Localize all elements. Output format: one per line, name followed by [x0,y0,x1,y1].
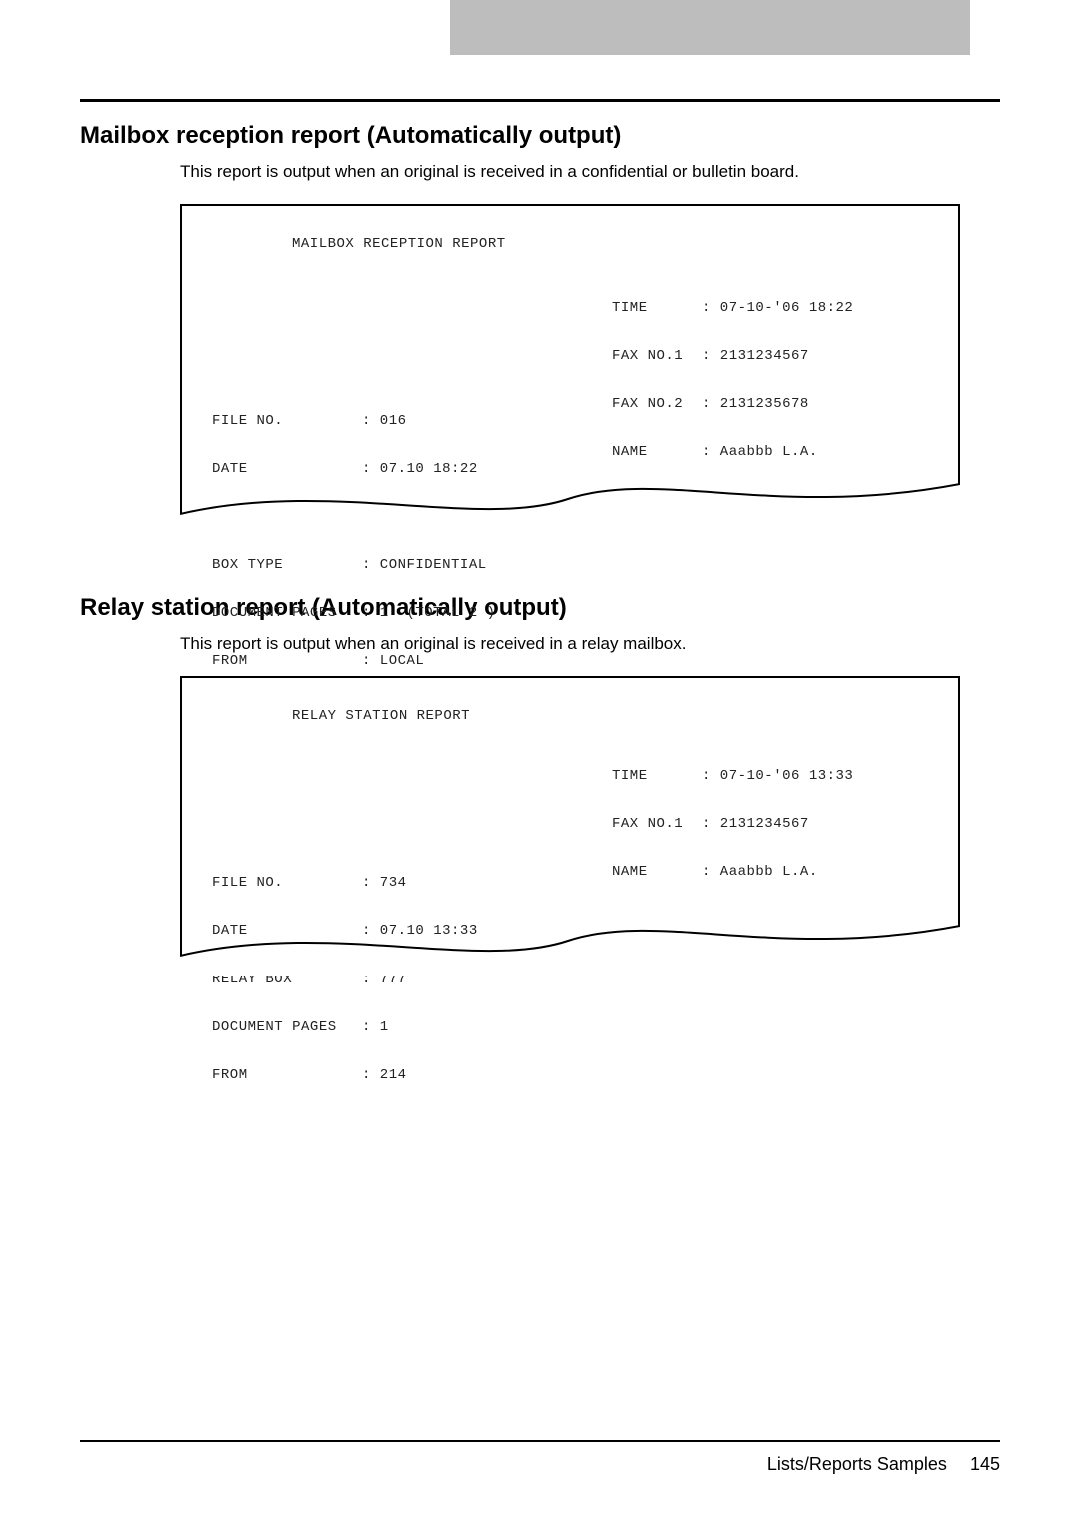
detail-row: FILE NO.: 016 [212,413,496,429]
detail-row: FILE NO.: 734 [212,875,478,891]
from-value: : LOCAL [362,653,424,669]
detail-row: BOX NUMBER: 12345 [212,509,496,525]
mailbox-report-frame: MAILBOX RECEPTION REPORT TIME: 07-10-'06… [180,204,960,534]
fax1-value: : 2131234567 [702,816,809,832]
file-no-value: : 016 [362,413,407,429]
date-label: DATE [212,923,362,939]
name-label: NAME [612,444,702,460]
relay-report-frame: RELAY STATION REPORT TIME: 07-10-'06 13:… [180,676,960,976]
header-row-time: TIME: 07-10-'06 13:33 [612,768,853,784]
header-row-time: TIME: 07-10-'06 18:22 [612,300,853,316]
fax1-label: FAX NO.1 [612,816,702,832]
fax1-label: FAX NO.1 [612,348,702,364]
file-no-value: : 734 [362,875,407,891]
file-no-label: FILE NO. [212,875,362,891]
report-title-relay: RELAY STATION REPORT [212,708,928,724]
date-value: : 07.10 18:22 [362,461,478,477]
relay-box-label: RELAY BOX [212,971,362,987]
from-value: : 214 [362,1067,407,1083]
detail-row: DATE: 07.10 13:33 [212,923,478,939]
detail-row: FROM: LOCAL [212,653,496,669]
report-title-mailbox: MAILBOX RECEPTION REPORT [212,236,928,252]
doc-pages-label: DOCUMENT PAGES [212,605,362,621]
page-footer: Lists/Reports Samples 145 [80,1440,1000,1475]
relay-box-value: : 777 [362,971,407,987]
header-row-fax2: FAX NO.2: 2131235678 [612,396,853,412]
footer-divider [80,1440,1000,1442]
report-header-block-relay: TIME: 07-10-'06 13:33 FAX NO.1: 21312345… [612,736,853,912]
fax2-value: : 2131235678 [702,396,809,412]
fax1-value: : 2131234567 [702,348,809,364]
report-detail-block-mailbox: FILE NO.: 016 DATE: 07.10 18:22 BOX NUMB… [212,381,496,701]
box-type-value: : CONFIDENTIAL [362,557,487,573]
detail-row: DATE: 07.10 18:22 [212,461,496,477]
name-value: : Aaabbb L.A. [702,444,818,460]
box-number-label: BOX NUMBER [212,509,362,525]
section-description-mailbox: This report is output when an original i… [180,162,1000,182]
report-detail-block-relay: FILE NO.: 734 DATE: 07.10 13:33 RELAY BO… [212,843,478,1115]
header-grey-tab [450,0,970,55]
section-divider [80,99,1000,102]
doc-pages-label: DOCUMENT PAGES [212,1019,362,1035]
box-type-label: BOX TYPE [212,557,362,573]
header-row-name: NAME: Aaabbb L.A. [612,444,853,460]
header-row-fax1: FAX NO.1: 2131234567 [612,816,853,832]
detail-row: DOCUMENT PAGES: 1 (TOTAL 2 ) [212,605,496,621]
footer-text: Lists/Reports Samples 145 [80,1454,1000,1475]
detail-row: FROM: 214 [212,1067,478,1083]
time-label: TIME [612,300,702,316]
time-value: : 07-10-'06 13:33 [702,768,853,784]
section-heading-mailbox: Mailbox reception report (Automatically … [80,122,1000,150]
name-value: : Aaabbb L.A. [702,864,818,880]
header-row-name: NAME: Aaabbb L.A. [612,864,853,880]
detail-row: BOX TYPE: CONFIDENTIAL [212,557,496,573]
doc-pages-value: : 1 [362,1019,389,1035]
top-tab-band [0,0,1080,55]
detail-row: RELAY BOX: 777 [212,971,478,987]
page-number: 145 [970,1454,1000,1474]
fax2-label: FAX NO.2 [612,396,702,412]
doc-pages-value: : 1 (TOTAL 2 ) [362,605,496,621]
date-value: : 07.10 13:33 [362,923,478,939]
time-value: : 07-10-'06 18:22 [702,300,853,316]
from-label: FROM [212,1067,362,1083]
file-no-label: FILE NO. [212,413,362,429]
footer-section-name: Lists/Reports Samples [767,1454,947,1474]
date-label: DATE [212,461,362,477]
time-label: TIME [612,768,702,784]
from-label: FROM [212,653,362,669]
header-row-fax1: FAX NO.1: 2131234567 [612,348,853,364]
box-number-value: : 12345 [362,509,424,525]
name-label: NAME [612,864,702,880]
detail-row: DOCUMENT PAGES: 1 [212,1019,478,1035]
report-header-block-mailbox: TIME: 07-10-'06 18:22 FAX NO.1: 21312345… [612,268,853,492]
page-body: Mailbox reception report (Automatically … [0,99,1080,976]
